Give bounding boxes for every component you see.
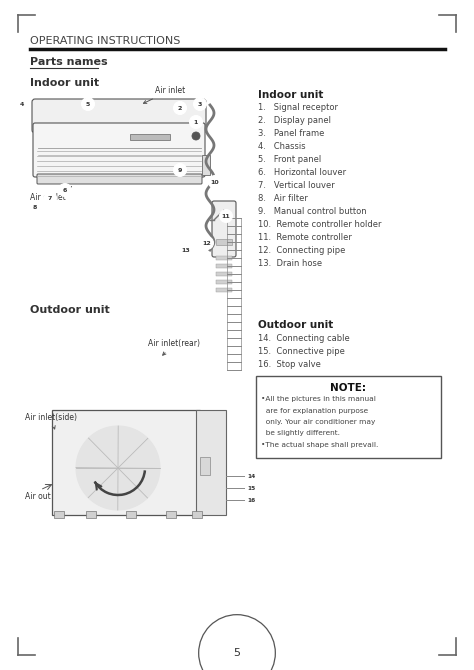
- Text: Air out: Air out: [25, 492, 51, 501]
- Text: 14: 14: [248, 474, 256, 478]
- Bar: [216, 239, 232, 245]
- Text: 11: 11: [222, 214, 230, 218]
- Circle shape: [180, 243, 192, 257]
- Circle shape: [193, 98, 207, 111]
- Text: Air inlet(side): Air inlet(side): [25, 413, 77, 429]
- Bar: [202, 155, 210, 175]
- Text: 16: 16: [248, 498, 256, 502]
- Text: 4.   Chassis: 4. Chassis: [258, 142, 306, 151]
- FancyBboxPatch shape: [212, 201, 236, 257]
- Text: OPERATING INSTRUCTIONS: OPERATING INSTRUCTIONS: [30, 36, 181, 46]
- Text: 3: 3: [198, 101, 202, 107]
- Text: 11.  Remote controller: 11. Remote controller: [258, 233, 352, 242]
- Text: Indoor unit: Indoor unit: [30, 78, 99, 88]
- Circle shape: [28, 200, 42, 214]
- Text: Parts names: Parts names: [30, 57, 108, 67]
- Bar: [86, 511, 96, 518]
- FancyBboxPatch shape: [256, 376, 441, 458]
- FancyBboxPatch shape: [33, 123, 205, 177]
- Text: 13: 13: [182, 247, 191, 253]
- Bar: [216, 264, 232, 268]
- Bar: [166, 511, 176, 518]
- Circle shape: [201, 237, 213, 249]
- Circle shape: [246, 494, 258, 507]
- Text: 10.  Remote controller holder: 10. Remote controller holder: [258, 220, 382, 229]
- Text: •The actual shape shall prevail.: •The actual shape shall prevail.: [261, 442, 378, 448]
- Circle shape: [219, 210, 233, 222]
- Text: 9: 9: [178, 168, 182, 172]
- Text: 7.   Vertical louver: 7. Vertical louver: [258, 181, 335, 190]
- Circle shape: [76, 426, 160, 510]
- Bar: [192, 511, 202, 518]
- Text: 8: 8: [33, 204, 37, 210]
- Text: 5: 5: [86, 101, 90, 107]
- Text: Outdoor unit: Outdoor unit: [30, 305, 110, 315]
- Text: 6: 6: [63, 188, 67, 192]
- Bar: [130, 134, 170, 140]
- Bar: [216, 272, 232, 276]
- FancyBboxPatch shape: [32, 99, 206, 133]
- Text: 5: 5: [234, 648, 240, 658]
- Text: 15.  Connective pipe: 15. Connective pipe: [258, 347, 345, 356]
- Text: Air outlet: Air outlet: [30, 186, 72, 202]
- Text: 12: 12: [202, 241, 211, 245]
- Bar: [54, 511, 64, 518]
- Text: 5.   Front panel: 5. Front panel: [258, 155, 321, 164]
- Text: Air inlet: Air inlet: [144, 86, 185, 103]
- Text: 10: 10: [210, 180, 219, 184]
- Circle shape: [209, 176, 221, 188]
- Bar: [126, 511, 136, 518]
- Bar: [196, 410, 226, 515]
- Bar: [216, 256, 232, 260]
- Text: 1: 1: [194, 119, 198, 125]
- Text: •All the pictures in this manual: •All the pictures in this manual: [261, 396, 376, 402]
- Bar: [200, 457, 210, 475]
- Text: 8.   Air filter: 8. Air filter: [258, 194, 308, 203]
- Text: 7: 7: [48, 196, 52, 200]
- Text: 14.  Connecting cable: 14. Connecting cable: [258, 334, 350, 343]
- Text: only. Your air conditioner may: only. Your air conditioner may: [261, 419, 375, 425]
- Text: 6.   Horizontal louver: 6. Horizontal louver: [258, 168, 346, 177]
- Text: 16.  Stop valve: 16. Stop valve: [258, 360, 321, 369]
- Text: 2: 2: [178, 105, 182, 111]
- Text: 3.   Panel frame: 3. Panel frame: [258, 129, 324, 138]
- Text: are for explanation purpose: are for explanation purpose: [261, 407, 368, 413]
- Circle shape: [16, 98, 28, 111]
- Text: Outdoor unit: Outdoor unit: [258, 320, 333, 330]
- Bar: [216, 280, 232, 284]
- Text: 4: 4: [20, 101, 24, 107]
- Circle shape: [58, 184, 72, 196]
- Circle shape: [173, 101, 186, 115]
- Circle shape: [246, 482, 258, 494]
- Text: 13.  Drain hose: 13. Drain hose: [258, 259, 322, 268]
- Text: be slightly different.: be slightly different.: [261, 431, 340, 436]
- Text: 1.   Signal receptor: 1. Signal receptor: [258, 103, 338, 112]
- Circle shape: [190, 115, 202, 129]
- Text: Air inlet(rear): Air inlet(rear): [148, 339, 200, 355]
- Text: 2.   Display panel: 2. Display panel: [258, 116, 331, 125]
- Circle shape: [192, 132, 200, 140]
- Bar: [216, 288, 232, 292]
- Text: 12.  Connecting pipe: 12. Connecting pipe: [258, 246, 346, 255]
- Circle shape: [44, 192, 56, 204]
- Bar: [52, 410, 200, 515]
- Text: Indoor unit: Indoor unit: [258, 90, 323, 100]
- Circle shape: [173, 163, 186, 176]
- Circle shape: [246, 470, 258, 482]
- Text: NOTE:: NOTE:: [330, 383, 366, 393]
- FancyBboxPatch shape: [37, 174, 202, 184]
- Circle shape: [82, 98, 94, 111]
- Text: 15: 15: [248, 486, 256, 490]
- Text: 9.   Manual control button: 9. Manual control button: [258, 207, 366, 216]
